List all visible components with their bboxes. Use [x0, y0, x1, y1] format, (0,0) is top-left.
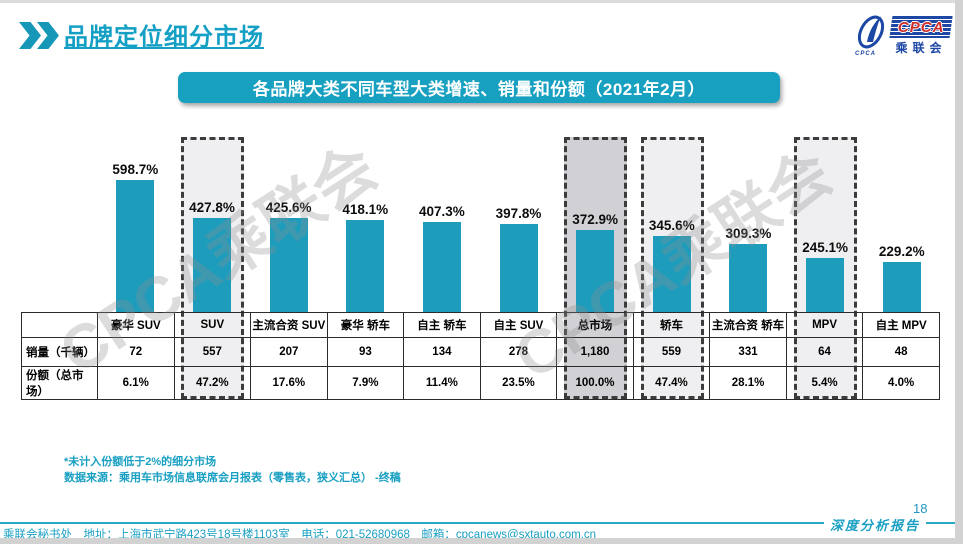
table-cell: 5.4%	[785, 366, 864, 400]
table-cell: 48	[862, 337, 940, 367]
logo-chinese-name: 乘联会	[895, 41, 947, 55]
bar-column: 407.3%	[404, 204, 481, 312]
bar-value-label: 345.6%	[648, 217, 695, 233]
bar-column: 372.9%	[557, 212, 634, 312]
slide-edge-right	[955, 0, 963, 544]
bar-value-label: 427.8%	[189, 199, 235, 215]
table-cell: 4.0%	[862, 366, 940, 400]
cpca-logo: CPCA CPCA 乘联会	[853, 12, 953, 60]
footnote-line: *未计入份额低于2%的细分市场	[64, 456, 217, 468]
bar	[422, 222, 461, 312]
table-header-cell: 自主 SUV	[479, 312, 558, 338]
table-cell: 64	[785, 337, 864, 367]
table-header-cell: SUV	[173, 312, 252, 338]
bar-column: 397.8%	[480, 206, 557, 312]
bar-value-label: 372.9%	[572, 211, 619, 227]
bar-value-label: 309.3%	[725, 225, 772, 241]
bar-column: 427.8%	[174, 200, 251, 312]
bar-column: 345.6%	[633, 218, 710, 312]
bar-value-label: 425.6%	[265, 200, 312, 216]
table-cell: 72	[97, 337, 175, 367]
table-cell: 47.2%	[173, 366, 252, 400]
bar-value-label: 397.8%	[495, 206, 542, 222]
bar-value-label: 418.1%	[342, 201, 389, 217]
report-type-label: 深度分析报告	[824, 515, 927, 534]
table-cell: 100.0%	[556, 366, 634, 400]
table-cell: 331	[709, 337, 787, 367]
cpca-emblem-icon: CPCA	[853, 12, 889, 60]
table-header-cell: 轿车	[632, 312, 711, 338]
bar	[116, 180, 155, 312]
slide-edge-top	[0, 0, 963, 3]
bar-value-label: 407.3%	[418, 204, 465, 220]
bar-column: 229.2%	[863, 243, 940, 312]
title-chevrons-icon	[19, 22, 59, 49]
bar-column: 245.1%	[787, 240, 864, 312]
bar-value-label: 245.1%	[802, 240, 848, 255]
table-header-cell: 总市场	[556, 312, 634, 338]
table-cell: 278	[479, 337, 558, 367]
bar-column: 598.7%	[97, 162, 174, 312]
table-cell: 11.4%	[403, 366, 481, 400]
table-cell: 559	[632, 337, 711, 367]
table-cell: 28.1%	[709, 366, 787, 400]
page-title: 品牌定位细分市场	[64, 24, 264, 51]
bar	[652, 235, 691, 312]
bar	[576, 229, 615, 312]
chevron-right-icon	[37, 22, 59, 49]
logo-text-block: CPCA 乘联会	[889, 16, 953, 56]
table-cell: 134	[403, 337, 481, 367]
table-corner-cell	[21, 312, 98, 338]
bar	[806, 258, 845, 312]
bar-column: 309.3%	[710, 226, 787, 312]
table-cell: 47.4%	[632, 366, 711, 400]
table-header-cell: 自主 MPV	[862, 312, 940, 338]
table-cell: 1,180	[556, 337, 634, 367]
table-header-cell: 主流合资 SUV	[250, 312, 328, 338]
chart-title: 各品牌大类不同车型大类增速、销量和份额（2021年2月）	[252, 80, 706, 99]
chevron-right-icon	[19, 22, 41, 49]
table-row-header: 份额（总市场）	[21, 366, 98, 400]
bar	[499, 224, 538, 312]
table-header-cell: 自主 轿车	[403, 312, 481, 338]
table-header-cell: 豪华 轿车	[326, 312, 405, 338]
table-cell: 6.1%	[97, 366, 175, 400]
footnotes: *未计入份额低于2%的细分市场 数据来源：乘用车市场信息联席会月报表（零售表，狭…	[64, 455, 401, 487]
table-header-cell: 豪华 SUV	[97, 312, 175, 338]
table-cell: 23.5%	[479, 366, 558, 400]
bar	[346, 219, 385, 312]
bar	[882, 261, 921, 312]
table-header-cell: MPV	[785, 312, 864, 338]
table-cell: 17.6%	[250, 366, 328, 400]
bar-column: 425.6%	[250, 200, 327, 312]
bar-chart: 598.7% 427.8% 425.6% 418.1% 407.3% 397.8% 372.…	[21, 130, 940, 312]
data-table: 豪华 SUV SUV 主流合资 SUV 豪华 轿车 自主 轿车 自主 SUV 总市场 轿车 主流…	[21, 312, 940, 400]
bar	[269, 218, 308, 312]
table-row-header: 销量（千辆）	[21, 337, 98, 367]
logo-acronym: CPCA	[897, 18, 945, 36]
logo-acronym-badge: CPCA	[889, 16, 953, 38]
bar	[192, 217, 231, 312]
bar-column: 418.1%	[327, 202, 404, 312]
table-header-cell: 主流合资 轿车	[709, 312, 787, 338]
emblem-caption: CPCA	[855, 51, 877, 57]
table-cell: 207	[250, 337, 328, 367]
bar-value-label: 598.7%	[112, 162, 159, 177]
slide-edge-bottom	[0, 538, 963, 544]
table-cell: 7.9%	[326, 366, 405, 400]
bar	[729, 243, 768, 312]
table-cell: 93	[326, 337, 405, 367]
bar-value-label: 229.2%	[878, 243, 925, 259]
footnote-line: 数据来源：乘用车市场信息联席会月报表（零售表，狭义汇总） -终稿	[64, 471, 401, 484]
footer-divider	[0, 522, 955, 524]
chart-title-banner: 各品牌大类不同车型大类增速、销量和份额（2021年2月）	[178, 72, 780, 103]
page-number: 18	[913, 501, 928, 516]
table-cell: 557	[173, 337, 252, 367]
